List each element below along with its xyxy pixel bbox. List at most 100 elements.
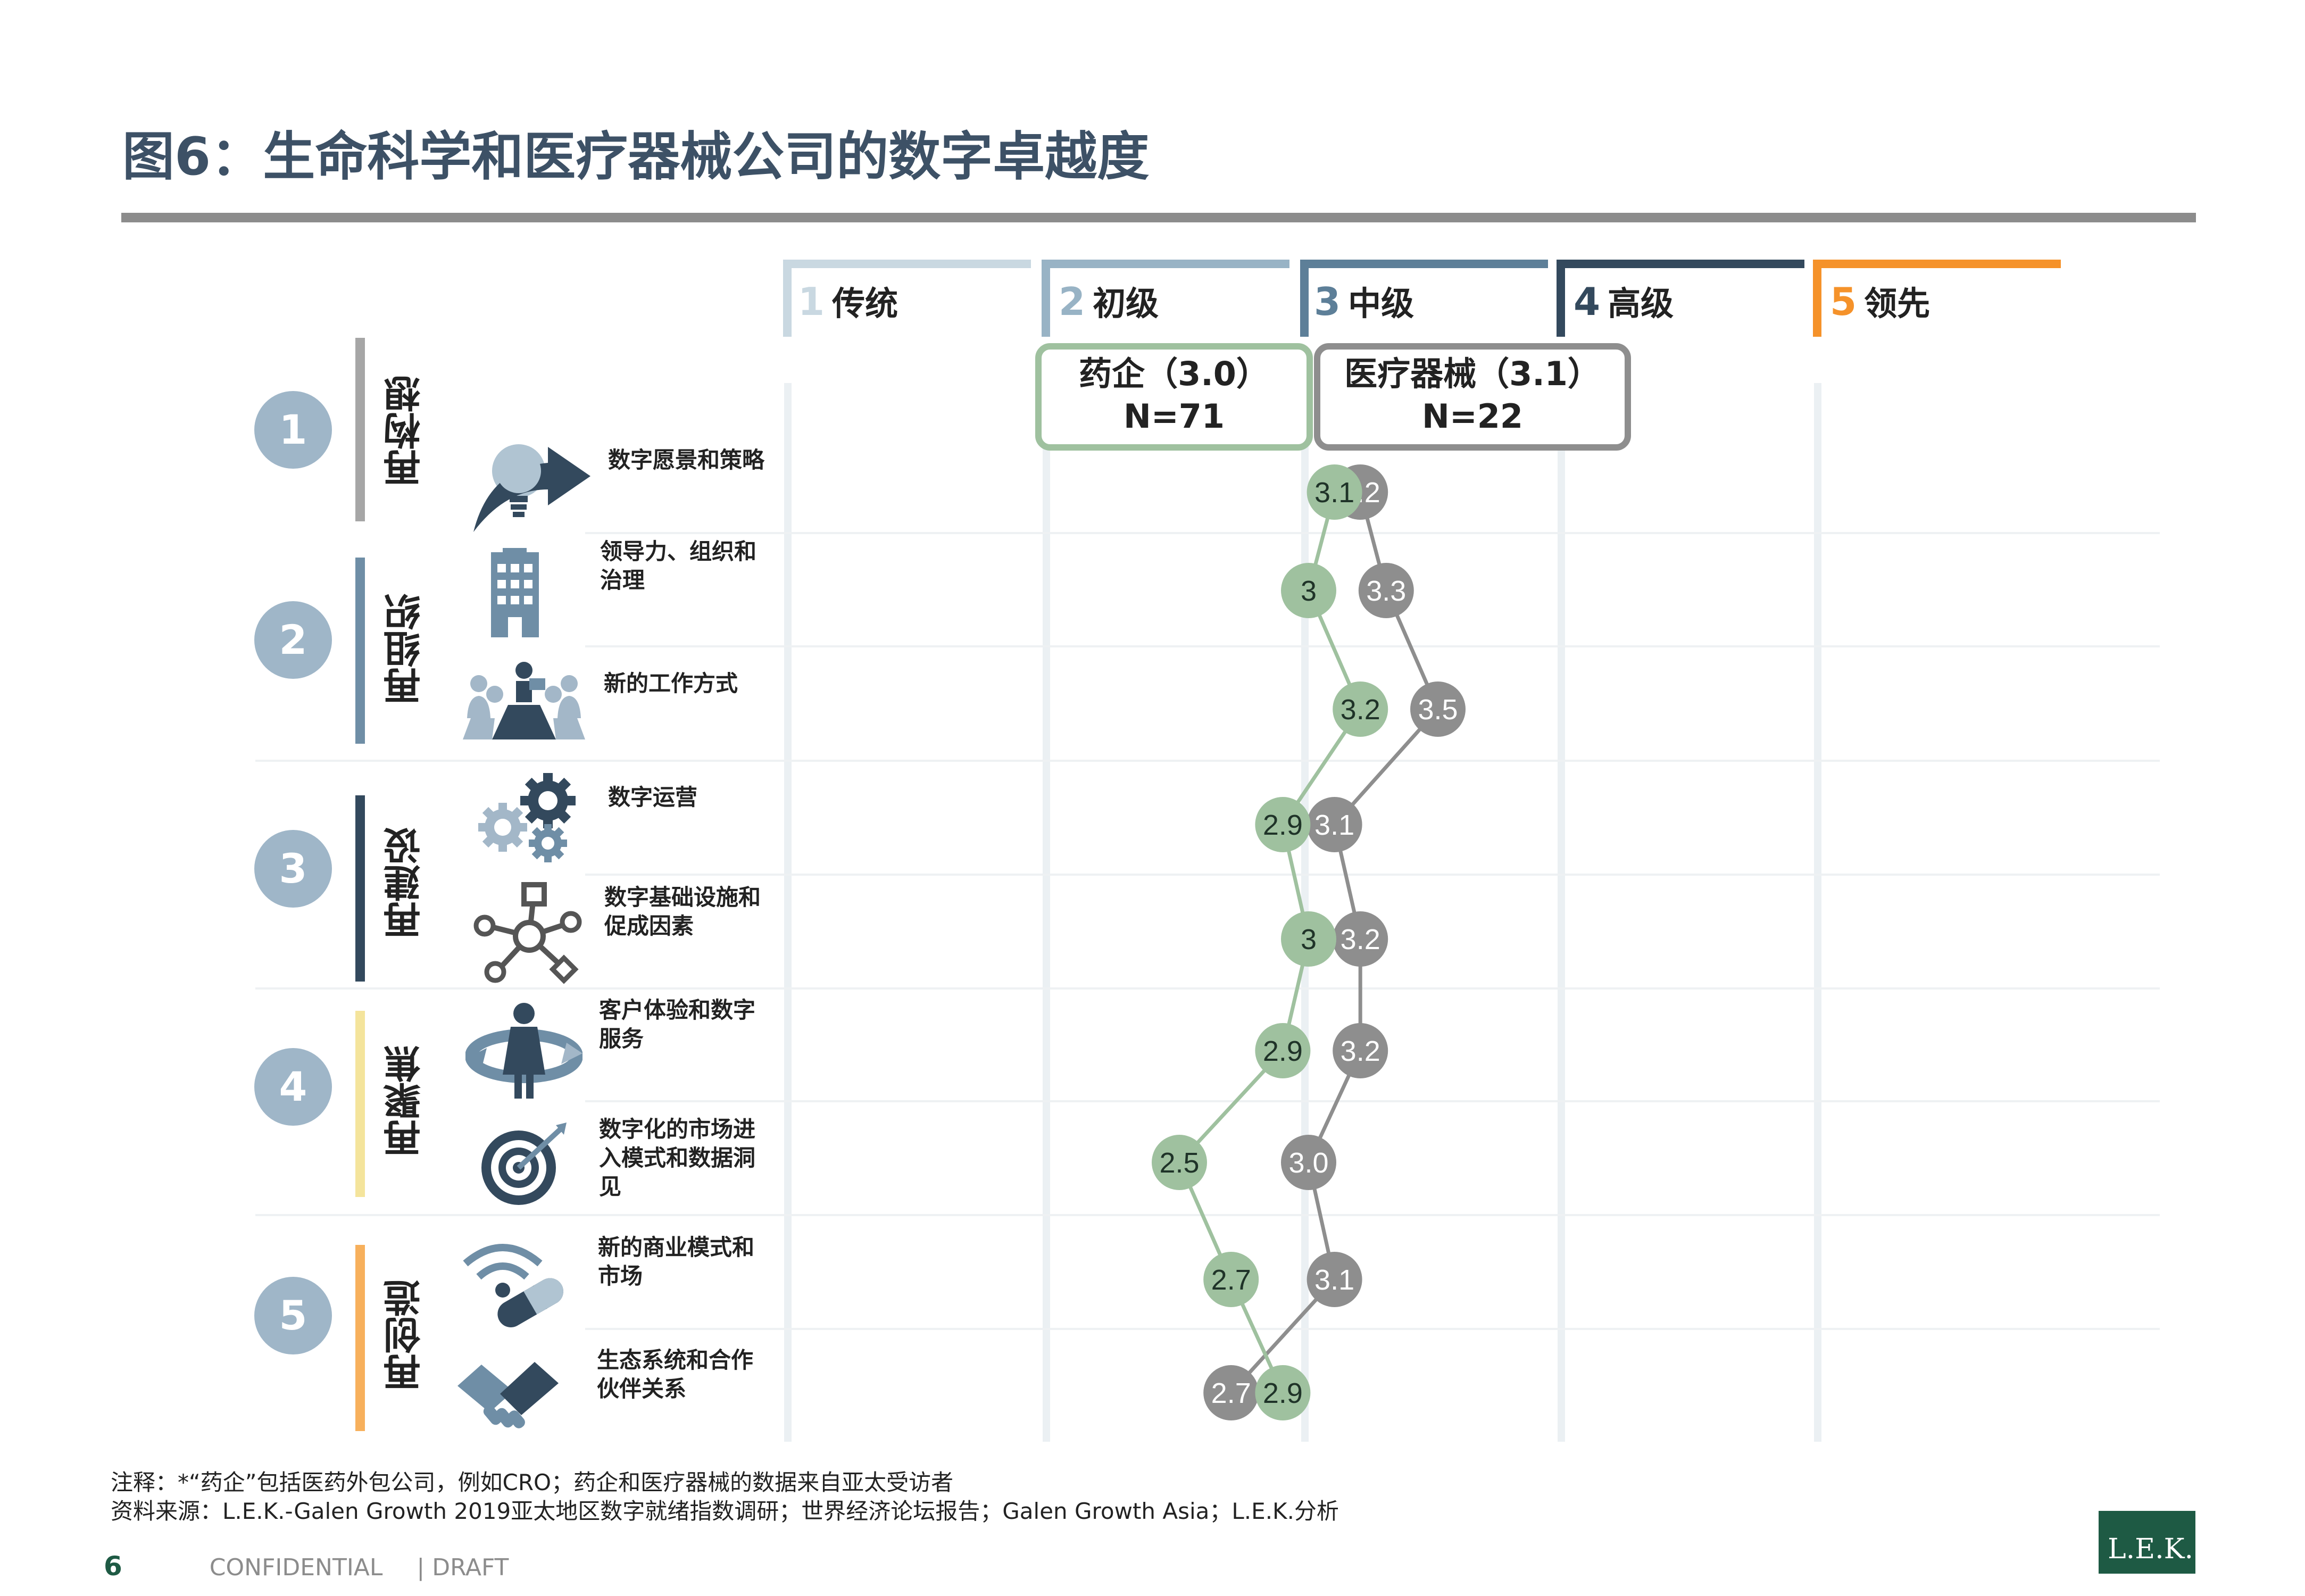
row-separator [585, 1100, 2160, 1102]
footnote-note: 注释：*“药企”包括医药外包公司，例如CRO；药企和医疗器械的数据来自亚太受访者 [111, 1469, 954, 1495]
page-number: 6 [104, 1551, 122, 1582]
data-point-marker [1255, 797, 1311, 852]
group-bar-4 [355, 1011, 365, 1197]
data-point-marker [1333, 681, 1388, 737]
page-footer: 6 CONFIDENTIAL | DRAFT [104, 1551, 509, 1582]
group-bar-3 [355, 795, 365, 982]
data-label: 3.1 [1314, 1264, 1354, 1296]
column-guide [1043, 383, 1050, 1442]
group-separator [255, 1214, 2160, 1216]
data-point-pharma: 3.1 [1307, 464, 1362, 520]
level-label-3: 3 中级 [1314, 277, 1414, 325]
draft-label: | DRAFT [417, 1554, 509, 1581]
row-separator [585, 645, 2160, 647]
data-label: 3 [1301, 924, 1317, 955]
data-point-marker [1333, 1023, 1388, 1078]
group-number-5: 5 [254, 1277, 332, 1354]
group-number-4: 4 [254, 1048, 332, 1126]
data-point-marker [1203, 1365, 1259, 1420]
column-guide [1814, 383, 1821, 1442]
level-label-5: 5 领先 [1830, 277, 1930, 325]
legend-pharma-name: 药企（3.0） [1079, 354, 1269, 393]
legend-pharma: 药企（3.0） N=71 [1035, 343, 1313, 451]
capability-label: 新的商业模式和市场 [598, 1234, 755, 1289]
data-point-marker [1333, 911, 1388, 967]
legend-pharma-n: N=71 [1123, 397, 1225, 436]
data-point-device: 3.2 [1333, 1023, 1388, 1078]
data-point-marker [1307, 797, 1362, 852]
level-name: 中级 [1348, 284, 1414, 323]
data-label: 2.9 [1263, 1035, 1303, 1067]
capability-label: 客户体验和数字服务 [599, 997, 756, 1052]
data-point-pharma: 3 [1281, 563, 1336, 618]
data-point-pharma: 2.5 [1152, 1135, 1207, 1190]
level-name: 初级 [1093, 284, 1159, 323]
row-separator [585, 874, 2160, 876]
footnote-source: 资料来源：L.E.K.-Galen Growth 2019亚太地区数字就绪指数调… [111, 1498, 1339, 1524]
data-point-marker [1358, 563, 1414, 618]
team-meeting-icon [463, 662, 585, 739]
level-edge-4 [1557, 260, 1565, 337]
data-point-device: 3.3 [1358, 563, 1414, 618]
level-name: 高级 [1608, 284, 1674, 323]
level-number: 2 [1059, 279, 1086, 324]
data-point-pharma: 3 [1281, 911, 1336, 967]
data-point-device: 3.5 [1410, 681, 1466, 737]
data-point-device: 3.1 [1307, 797, 1362, 852]
data-label: 3.1 [1314, 477, 1354, 509]
group-bar-2 [355, 558, 365, 744]
group-number-1: 1 [254, 391, 332, 469]
data-point-marker [1255, 1023, 1311, 1078]
data-point-pharma: 3.2 [1333, 681, 1388, 737]
data-label: 3.2 [1341, 1035, 1380, 1067]
handshake-icon [457, 1362, 559, 1428]
legend-device-n: N=22 [1421, 397, 1524, 436]
row-separator [585, 1328, 2160, 1330]
group-separator [255, 760, 2160, 762]
group-number-2: 2 [254, 601, 332, 679]
confidential-label: CONFIDENTIAL [209, 1554, 383, 1581]
data-point-device: 3.1 [1307, 1252, 1362, 1307]
data-label: 2.9 [1263, 1377, 1303, 1409]
lightbulb-arrow-icon [473, 444, 590, 532]
customer-cycle-icon [465, 1003, 583, 1099]
data-point-marker [1281, 1135, 1336, 1190]
data-point-marker [1255, 1365, 1311, 1420]
data-point-marker [1281, 911, 1336, 967]
data-point-pharma: 2.9 [1255, 1365, 1311, 1420]
level-number: 1 [798, 279, 825, 324]
level-edge-5 [1813, 260, 1821, 337]
footnote: 注释：*“药企”包括医药外包公司，例如CRO；药企和医疗器械的数据来自亚太受访者… [111, 1468, 1339, 1526]
level-number: 5 [1830, 279, 1857, 324]
title-rule [121, 213, 2196, 222]
legend-device-name: 医疗器械（3.1） [1344, 354, 1601, 393]
capability-label: 数字运营 [608, 784, 698, 810]
office-building-icon [491, 548, 539, 637]
data-point-pharma: 2.9 [1255, 797, 1311, 852]
data-point-pharma: 2.7 [1203, 1252, 1259, 1307]
level-name: 传统 [832, 284, 898, 323]
data-label: 3.2 [1341, 924, 1380, 955]
level-name: 领先 [1864, 284, 1930, 323]
level-bar-2 [1042, 260, 1289, 268]
data-label: 2.9 [1263, 809, 1303, 841]
group-separator [255, 987, 2160, 990]
data-point-marker [1152, 1135, 1207, 1190]
level-number: 4 [1574, 279, 1601, 324]
capability-label: 数字愿景和策略 [608, 447, 765, 473]
data-point-marker [1203, 1252, 1259, 1307]
capability-label: 数字基础设施和促成因素 [604, 884, 761, 939]
level-edge-1 [783, 260, 792, 337]
data-label: 3.1 [1314, 809, 1354, 841]
level-label-4: 4 高级 [1574, 277, 1674, 325]
level-bar-4 [1557, 260, 1804, 268]
level-label-2: 2 初级 [1059, 277, 1159, 325]
capability-label: 数字化的市场进入模式和数据洞见 [599, 1116, 756, 1200]
data-point-pharma: 2.9 [1255, 1023, 1311, 1078]
data-label: 2.5 [1159, 1147, 1199, 1179]
data-label: 3.5 [1418, 694, 1458, 726]
data-point-device: 2.7 [1203, 1365, 1259, 1420]
data-label: 2.7 [1211, 1264, 1251, 1296]
level-bar-1 [783, 260, 1031, 268]
data-point-marker [1281, 563, 1336, 618]
